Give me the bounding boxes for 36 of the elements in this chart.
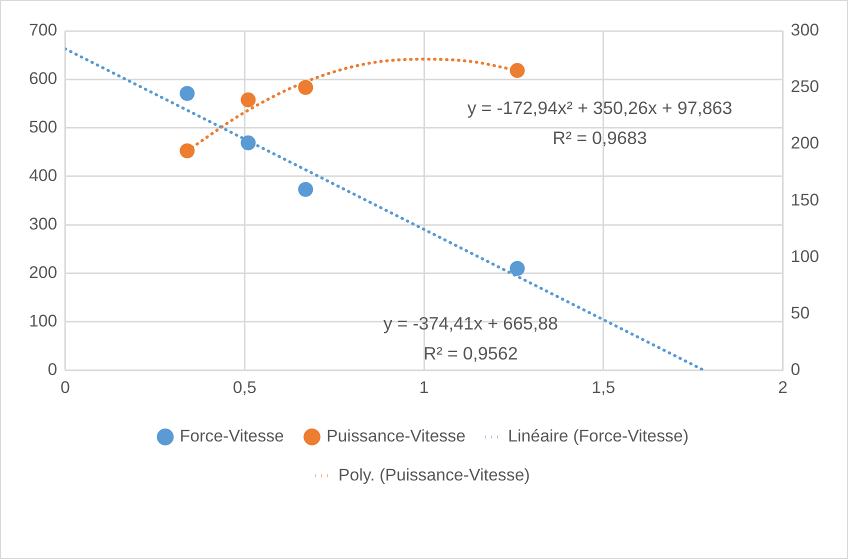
annotation: R² = 0,9562 — [423, 343, 518, 364]
y2-tick-label: 250 — [790, 77, 820, 96]
point — [510, 63, 525, 78]
y-tick-label: 0 — [48, 360, 58, 379]
point — [298, 182, 314, 197]
y-tick-label: 700 — [28, 20, 58, 40]
x-tick-label: 2 — [778, 378, 788, 398]
x-tick-label: 0 — [60, 378, 70, 398]
annotation: y = -172,94x² + 350,26x + 97,863 — [467, 98, 732, 118]
y-tick-label: 400 — [28, 166, 58, 186]
y-tick-label: 300 — [28, 214, 58, 234]
y-tick-label: 500 — [28, 118, 58, 137]
point — [298, 80, 314, 95]
y2-tick-label: 50 — [790, 303, 810, 322]
legend-label: Puissance-Vitesse — [326, 426, 466, 446]
point — [240, 135, 256, 150]
x-tick-label: 1 — [419, 378, 429, 398]
y2-tick-label: 0 — [790, 360, 800, 379]
y2-tick-label: 100 — [790, 246, 820, 266]
x-tick-label: 0,5 — [232, 378, 256, 398]
point — [510, 260, 525, 276]
y-tick-label: 600 — [28, 69, 58, 88]
legend-label: Linéaire (Force-Vitesse) — [508, 426, 689, 446]
y-tick-label: 100 — [28, 311, 58, 330]
x-tick-label: 1,5 — [592, 378, 616, 398]
point — [180, 143, 195, 158]
y2-tick-label: 150 — [790, 190, 820, 210]
y2-tick-label: 200 — [790, 134, 820, 153]
point — [180, 86, 195, 101]
legend-label: Force-Vitesse — [180, 426, 284, 446]
y2-tick-label: 300 — [790, 20, 820, 40]
y-tick-label: 200 — [28, 262, 58, 282]
annotation: y = -374,41x + 665,88 — [383, 313, 558, 334]
point — [240, 92, 256, 108]
legend-label: Poly. (Puissance-Vitesse) — [338, 465, 530, 484]
annotation: R² = 0,9683 — [552, 128, 647, 148]
